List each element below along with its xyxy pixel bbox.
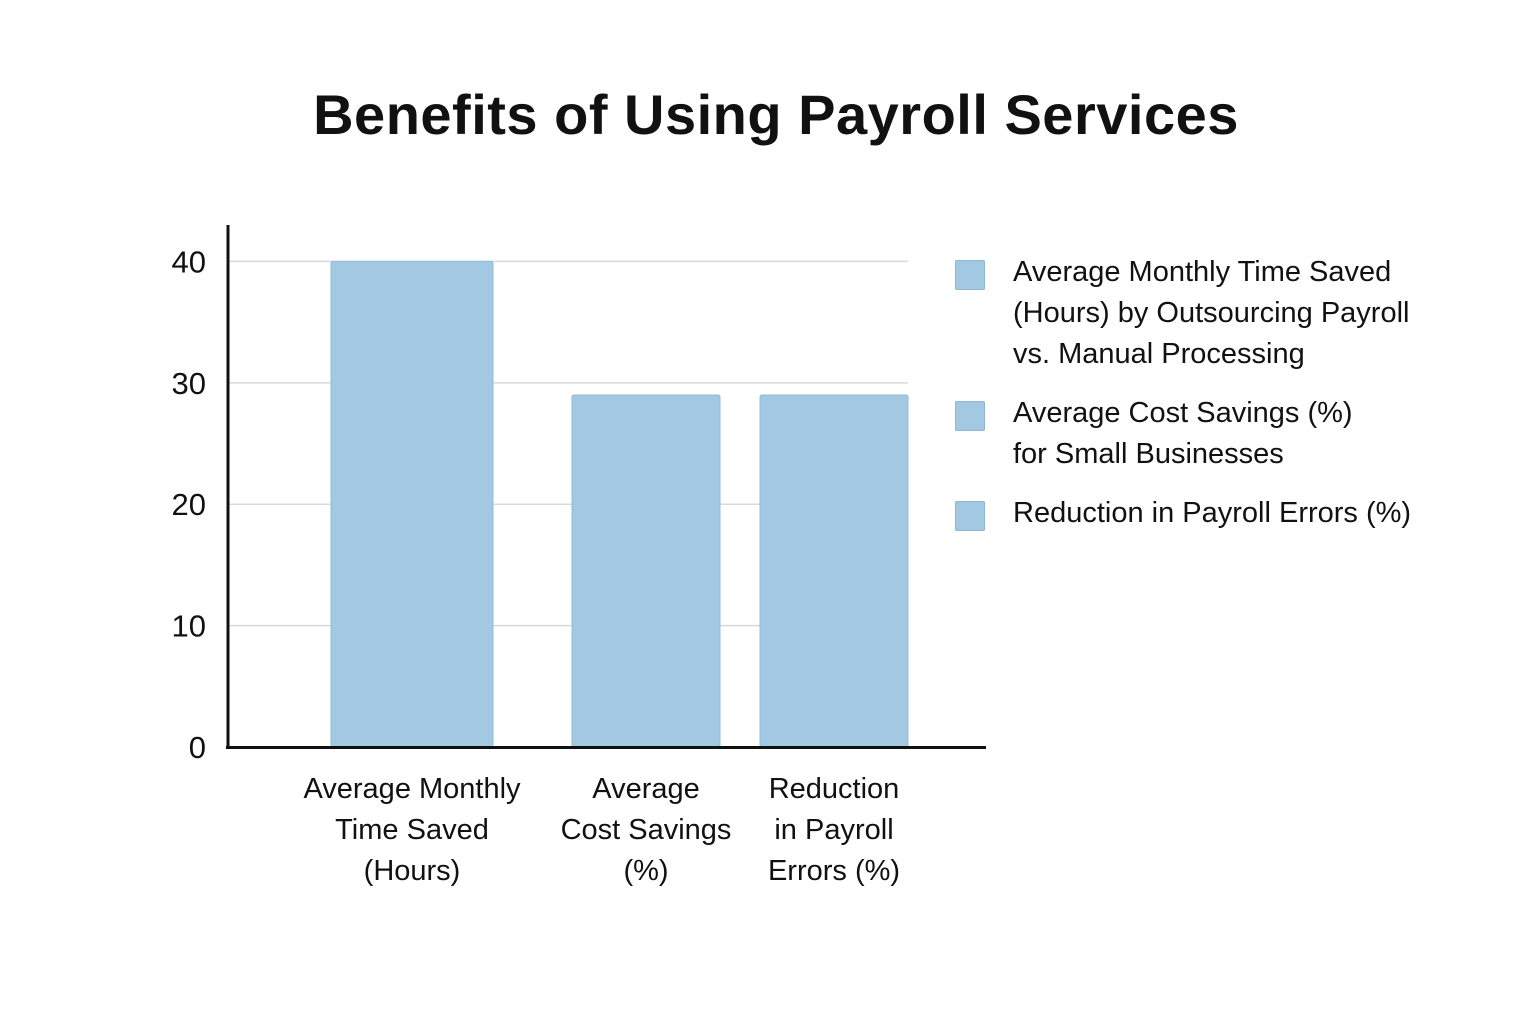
y-tick-labels: 0 10 20 30 40 [172,244,206,765]
bar [571,394,721,748]
bars [330,260,909,748]
chart-title: Benefits of Using Payroll Services [313,83,1239,146]
y-tick-label: 0 [189,730,206,765]
legend: Average Monthly Time Saved (Hours) by Ou… [955,252,1515,552]
legend-item: Reduction in Payroll Errors (%) [955,493,1515,534]
legend-label: Average Monthly Time Saved (Hours) by Ou… [1013,256,1410,370]
y-tick-label: 30 [172,366,206,401]
category-label: Average Monthly Time Saved (Hours) [303,773,521,887]
category-label: Average Cost Savings (%) [561,773,732,887]
bar [759,394,909,748]
y-tick-label: 10 [172,609,206,644]
legend-swatch [955,260,985,290]
legend-swatch [955,401,985,431]
legend-label: Reduction in Payroll Errors (%) [1013,497,1412,529]
category-label: Reduction in Payroll Errors (%) [768,773,900,887]
y-tick-label: 40 [172,244,206,279]
axes [226,225,986,749]
legend-item: Average Cost Savings (%) for Small Busin… [955,393,1515,475]
legend-label: Average Cost Savings (%) for Small Busin… [1013,397,1353,470]
y-tick-label: 20 [172,487,206,522]
legend-item: Average Monthly Time Saved (Hours) by Ou… [955,252,1515,375]
legend-swatch [955,501,985,531]
category-labels: Average Monthly Time Saved (Hours) Average C… [303,773,900,887]
bar [330,260,494,748]
